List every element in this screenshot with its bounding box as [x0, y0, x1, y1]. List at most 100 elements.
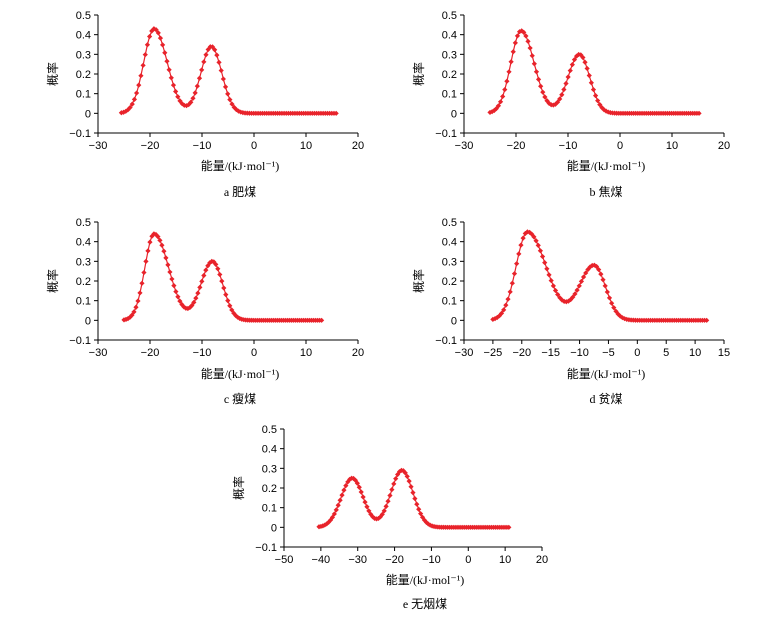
- chart-caption: a 肥煤: [224, 185, 256, 199]
- data-point: [592, 93, 599, 99]
- data-point: [597, 102, 603, 108]
- data-point: [704, 317, 710, 323]
- x-axis-label: 能量/(kJ·mol⁻¹): [201, 159, 280, 173]
- data-point: [419, 514, 426, 520]
- x-tick-label: −30: [89, 140, 108, 152]
- y-tick-label: 0: [451, 315, 457, 327]
- data-point: [350, 475, 357, 482]
- x-tick-label: −15: [541, 347, 560, 359]
- data-point: [136, 82, 142, 88]
- data-point: [501, 307, 507, 313]
- data-point: [414, 501, 420, 507]
- data-point: [500, 93, 506, 100]
- data-point: [153, 27, 159, 33]
- series-line: [123, 233, 322, 321]
- data-point: [533, 238, 539, 244]
- y-tick-label: 0.4: [76, 237, 91, 249]
- data-point: [195, 290, 201, 296]
- data-point: [196, 75, 203, 81]
- data-point: [143, 258, 149, 265]
- data-point: [225, 297, 231, 304]
- x-tick-label: 10: [300, 347, 312, 359]
- x-tick-label: −20: [141, 347, 160, 359]
- data-point: [370, 514, 376, 520]
- x-tick-label: 0: [251, 140, 257, 152]
- y-tick-label: 0.3: [76, 49, 91, 61]
- data-point: [544, 266, 550, 272]
- data-point: [194, 83, 200, 89]
- x-tick-label: −10: [193, 140, 212, 152]
- data-point: [233, 313, 239, 319]
- x-tick-label: −30: [455, 140, 474, 152]
- chart-d: −0.1 0 0.1 0.2 0.3 0.4 0.5 −30 −25 −20 −15 −10 −5 0 5 1…: [411, 217, 730, 406]
- data-point: [227, 97, 233, 103]
- data-point: [418, 511, 424, 517]
- x-tick-label: −25: [484, 347, 503, 359]
- data-point: [423, 519, 429, 525]
- data-point: [188, 99, 194, 105]
- y-tick-label: 0.2: [76, 69, 91, 81]
- data-point: [366, 508, 372, 514]
- data-point: [493, 105, 499, 112]
- data-point: [574, 287, 580, 293]
- data-point: [324, 521, 330, 527]
- x-tick-label: −20: [507, 140, 526, 152]
- data-point: [145, 248, 151, 254]
- data-point: [538, 83, 544, 89]
- x-tick-label: −30: [348, 554, 367, 566]
- data-point: [129, 101, 135, 107]
- data-point: [529, 231, 535, 237]
- data-point: [211, 259, 217, 265]
- data-point: [159, 242, 165, 248]
- data-point: [333, 507, 339, 513]
- y-tick-label: 0.1: [442, 296, 457, 308]
- x-tick-label: 0: [465, 554, 471, 566]
- data-point: [598, 271, 604, 277]
- data-point: [199, 67, 205, 73]
- y-axis-label: 概率: [45, 269, 60, 293]
- y-tick-label: 0.3: [262, 463, 277, 475]
- x-tick-label: −20: [512, 347, 531, 359]
- data-point: [331, 511, 337, 517]
- data-point: [213, 261, 219, 268]
- data-point: [364, 504, 370, 510]
- data-point: [519, 28, 525, 34]
- chart-caption: e 无烟煤: [403, 597, 447, 611]
- data-point: [203, 52, 209, 58]
- data-point: [591, 262, 597, 268]
- data-point: [613, 308, 619, 314]
- data-point: [155, 234, 161, 240]
- y-tick-label: −0.1: [435, 335, 457, 347]
- data-point: [191, 299, 197, 305]
- y-tick-label: 0.4: [76, 30, 91, 42]
- x-tick-label: −30: [89, 347, 108, 359]
- data-point: [580, 274, 587, 280]
- data-point: [192, 90, 198, 96]
- data-point: [514, 33, 521, 39]
- data-point: [144, 42, 151, 48]
- data-point: [345, 479, 351, 485]
- data-point: [329, 514, 336, 520]
- x-tick-label: 20: [718, 140, 730, 152]
- data-point: [514, 261, 520, 267]
- data-point: [140, 62, 146, 68]
- data-point: [563, 80, 569, 87]
- data-point: [379, 511, 385, 517]
- x-tick-label: 20: [536, 554, 548, 566]
- x-tick-label: 10: [300, 140, 312, 152]
- y-axis-label: 概率: [411, 62, 426, 86]
- data-point: [127, 104, 133, 111]
- y-tick-label: 0.2: [262, 483, 277, 495]
- x-axis-label: 能量/(kJ·mol⁻¹): [201, 367, 280, 381]
- data-point: [164, 58, 170, 64]
- y-tick-label: 0.3: [442, 49, 457, 61]
- data-point: [207, 260, 213, 266]
- data-point: [120, 109, 127, 115]
- x-tick-label: 5: [663, 347, 669, 359]
- data-point: [341, 487, 347, 493]
- x-tick-label: −50: [275, 554, 294, 566]
- data-point: [550, 283, 556, 289]
- data-point: [157, 237, 163, 243]
- data-point: [400, 468, 406, 474]
- data-point: [133, 90, 140, 96]
